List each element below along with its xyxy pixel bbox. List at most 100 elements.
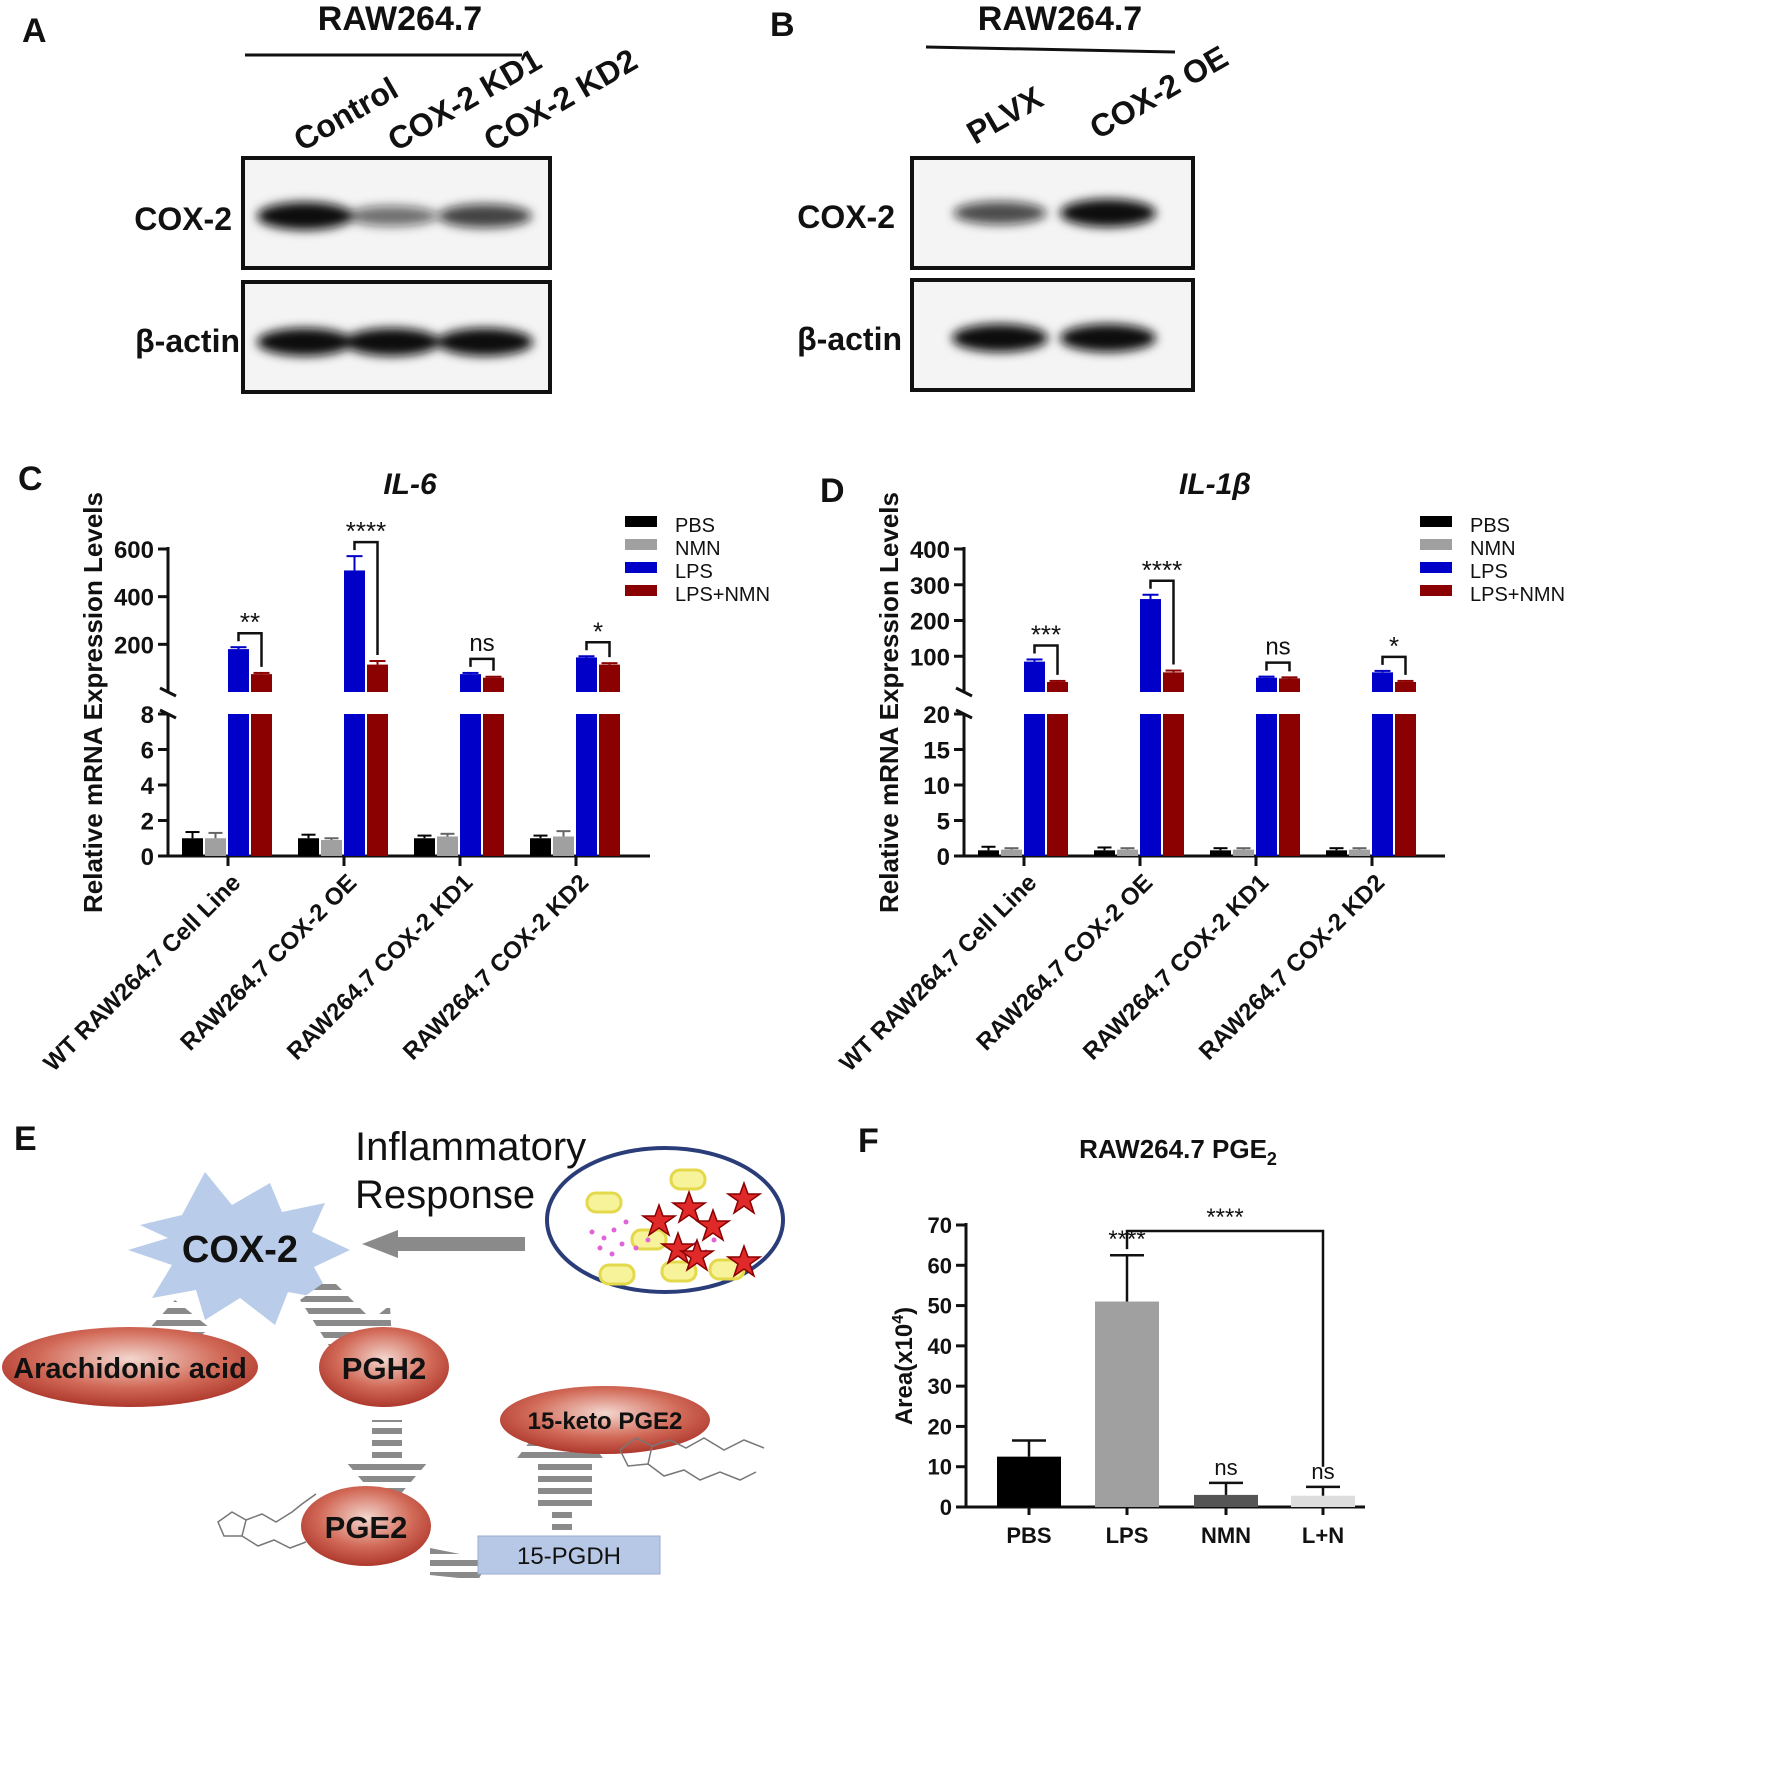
significance-bracket (1149, 579, 1175, 665)
y-tick-label: 15 (923, 738, 950, 765)
cox2-label: COX-2 (182, 1229, 298, 1271)
bar (1279, 714, 1300, 856)
bar (1117, 849, 1138, 856)
y-tick-label: 10 (928, 1455, 952, 1480)
molecule-sketch (619, 1437, 765, 1481)
significance-label: * (1389, 631, 1399, 661)
y-tick-label: 10 (923, 773, 950, 800)
bar (1140, 714, 1161, 856)
pge2-label: PGE2 (325, 1510, 408, 1545)
arrowhead-shape (362, 1230, 398, 1258)
x-tick-label: NMN (1201, 1523, 1251, 1548)
y-tick-label: 8 (141, 702, 154, 729)
bar (251, 714, 272, 856)
chart-il1b: IL-1β Relative mRNA Expression Levels 0 5 10… (835, 468, 1565, 1077)
cox2-burst-shape (128, 1172, 350, 1325)
pgdh-label: 15-PGDH (517, 1543, 621, 1570)
arachidonic-oval (2, 1327, 258, 1407)
cell-contents (585, 1168, 763, 1286)
chart-il6: IL-6 Relative mRNA Expression Levels 0 2 4 6 8… (39, 468, 770, 1077)
chart-pge2: RAW264.7 PGE2 Area(x104) 0 10 20 30 40 50 60 70 PB… (890, 1134, 1365, 1548)
y-tick-label: 0 (141, 844, 154, 871)
y-tick-label: 30 (928, 1374, 952, 1399)
bar (576, 714, 597, 856)
bar (344, 570, 365, 692)
bar (530, 838, 551, 856)
x-tick-label: WT RAW264.7 Cell Line (835, 869, 1043, 1077)
panel-letter: A (22, 12, 47, 50)
panel-letter: D (820, 472, 845, 510)
bar (205, 838, 226, 856)
significance-label: ns (1265, 634, 1290, 661)
legend-swatch (625, 585, 657, 596)
bar (483, 677, 504, 692)
y-tick-label: 2 (141, 809, 154, 836)
significance-bracket (1125, 1229, 1325, 1467)
bar (1372, 672, 1393, 692)
bar (298, 838, 319, 856)
significance-label: *** (1031, 619, 1061, 649)
row-label: β-actin (135, 323, 240, 359)
bar (1256, 714, 1277, 856)
bar (997, 1456, 1061, 1507)
blot-band (952, 324, 1048, 352)
bar (1095, 1301, 1159, 1507)
bar (437, 836, 458, 856)
legend-swatch (1420, 585, 1452, 596)
legend-label: LPS (1470, 561, 1508, 583)
blot-band (346, 205, 438, 227)
bar (1047, 681, 1068, 692)
y-axis-label: Relative mRNA Expression Levels (874, 492, 904, 913)
blot-band (1060, 324, 1156, 352)
blot-band (344, 328, 440, 356)
lane-label: Control (288, 70, 405, 158)
x-tick-label: RAW264.7 COX-2 KD2 (398, 869, 594, 1065)
bar (228, 714, 249, 856)
y-axis-label: Area(x104) (890, 1307, 918, 1425)
pgh2-label: PGH2 (342, 1351, 426, 1386)
bar (367, 714, 388, 856)
x-tick-label: RAW264.7 COX-2 KD2 (1194, 869, 1390, 1065)
legend-swatch (1420, 562, 1452, 573)
significance-label: ns (1311, 1459, 1334, 1484)
y-tick-label: 300 (910, 573, 950, 600)
bar (576, 657, 597, 692)
panel-e: E COX-2 Inflammatory Response (2, 1120, 785, 1580)
bar (1140, 599, 1161, 692)
pgh2-oval (319, 1327, 449, 1407)
axis-break-mark (159, 686, 177, 698)
legend-label: LPS+NMN (675, 584, 770, 606)
significance-bracket (1265, 661, 1291, 672)
chart-title: IL-6 (383, 468, 437, 501)
bar (228, 649, 249, 692)
bar (1256, 677, 1277, 692)
bar (1001, 849, 1022, 856)
blot-band (953, 201, 1047, 225)
molecule-sketch (217, 1493, 317, 1549)
bar (1395, 714, 1416, 856)
bar (1233, 849, 1254, 856)
x-tick-label: RAW264.7 COX-2 KD1 (282, 869, 478, 1065)
bar (251, 674, 272, 692)
bar (1395, 681, 1416, 692)
bar (460, 674, 481, 692)
inflammatory-label: Inflammatory (355, 1125, 586, 1169)
blot-band (438, 204, 532, 228)
y-label-superscript: 4 (890, 1315, 907, 1324)
blot-band (1060, 199, 1156, 227)
blot-band (437, 328, 533, 356)
x-tick-label: WT RAW264.7 Cell Line (39, 869, 247, 1077)
legend-label: LPS (675, 561, 713, 583)
panel-letter: C (18, 460, 43, 498)
row-label: β-actin (797, 321, 902, 357)
legend-label: PBS (675, 515, 715, 537)
x-tick-label: L+N (1302, 1523, 1344, 1548)
bar (460, 714, 481, 856)
bar (414, 838, 435, 856)
title-subscript: 2 (1267, 1149, 1277, 1169)
cell-line-title: RAW264.7 (978, 0, 1142, 38)
blot-band (257, 328, 353, 356)
bar (1279, 678, 1300, 692)
cell-line-title: RAW264.7 (318, 0, 482, 38)
